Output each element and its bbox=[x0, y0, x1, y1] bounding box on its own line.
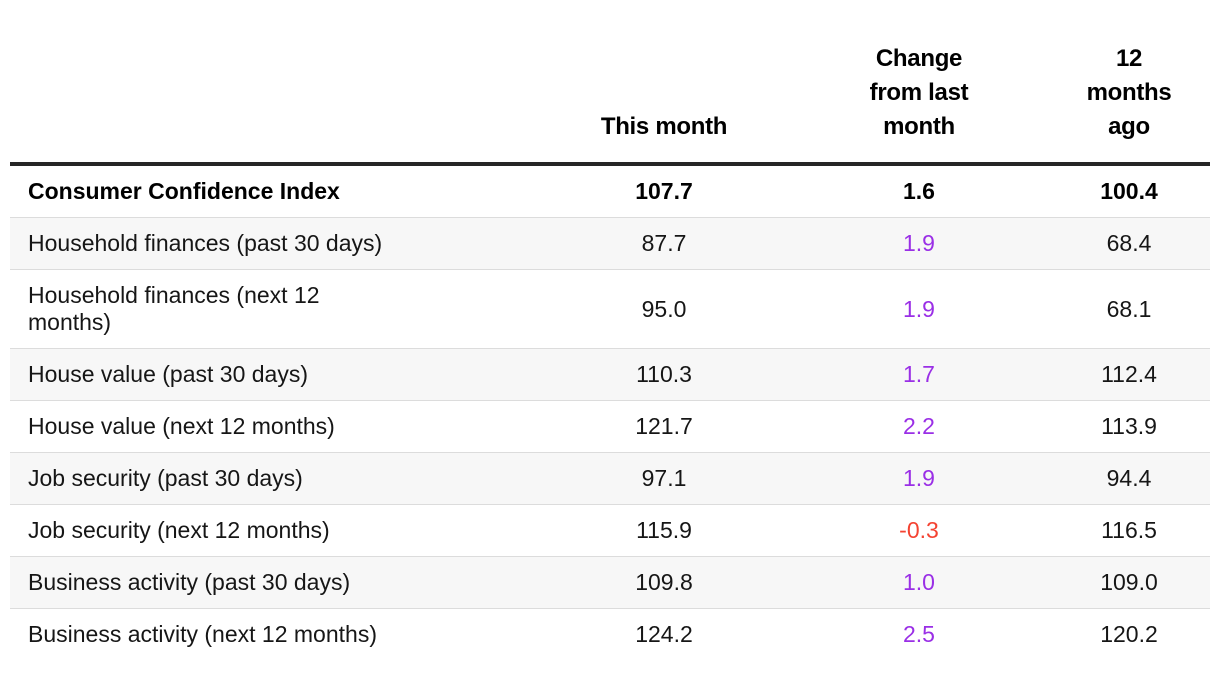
value-change: 2.5 bbox=[790, 608, 1048, 660]
value-this-month: 124.2 bbox=[538, 608, 790, 660]
value-this-month: 121.7 bbox=[538, 400, 790, 453]
value-change: 1.6 bbox=[903, 178, 935, 204]
value-12-months-ago: 112.4 bbox=[1048, 348, 1210, 401]
value-12-months-ago: 120.2 bbox=[1048, 608, 1210, 660]
consumer-confidence-table: This month Change from last month 12 mon… bbox=[10, 0, 1210, 660]
table-row-business-activity-next: Business activity (next 12 months) 124.2… bbox=[10, 608, 1210, 660]
value-change: 1.9 bbox=[790, 269, 1048, 349]
value-change: 1.9 bbox=[790, 217, 1048, 270]
table-row-household-finances-past: Household finances (past 30 days) 87.7 1… bbox=[10, 217, 1210, 270]
value-change: 2.2 bbox=[790, 400, 1048, 453]
value-change: -0.3 bbox=[790, 504, 1048, 557]
value-this-month: 109.8 bbox=[538, 556, 790, 609]
table-row-job-security-next: Job security (next 12 months) 115.9 -0.3… bbox=[10, 504, 1210, 557]
value-12-months-ago: 94.4 bbox=[1048, 452, 1210, 505]
col-header-12-months-ago: 12 months ago bbox=[1048, 0, 1210, 166]
row-label: House value (past 30 days) bbox=[10, 348, 538, 401]
table-row-job-security-past: Job security (past 30 days) 97.1 1.9 94.… bbox=[10, 452, 1210, 505]
row-label: Job security (next 12 months) bbox=[10, 504, 538, 557]
value-change: 1.9 bbox=[790, 452, 1048, 505]
value-12-months-ago: 113.9 bbox=[1048, 400, 1210, 453]
row-label: Household finances (past 30 days) bbox=[10, 217, 538, 270]
value-12-months-ago: 68.1 bbox=[1048, 269, 1210, 349]
value-change: 1.0 bbox=[790, 556, 1048, 609]
value-12-months-ago: 68.4 bbox=[1048, 217, 1210, 270]
row-label: Business activity (next 12 months) bbox=[10, 608, 538, 660]
table-body: Consumer Confidence Index 107.7 1.6 100.… bbox=[10, 164, 1210, 660]
consumer-confidence-table-wrap: This month Change from last month 12 mon… bbox=[10, 0, 1210, 660]
value-this-month: 97.1 bbox=[538, 452, 790, 505]
row-label: Job security (past 30 days) bbox=[10, 452, 538, 505]
table-row-business-activity-past: Business activity (past 30 days) 109.8 1… bbox=[10, 556, 1210, 609]
table-row-house-value-next: House value (next 12 months) 121.7 2.2 1… bbox=[10, 400, 1210, 453]
value-change: 1.7 bbox=[790, 348, 1048, 401]
value-12-months-ago: 116.5 bbox=[1048, 504, 1210, 557]
col-header-empty bbox=[10, 0, 538, 166]
value-this-month: 87.7 bbox=[538, 217, 790, 270]
value-this-month: 95.0 bbox=[538, 269, 790, 349]
table-row-consumer-confidence-index: Consumer Confidence Index 107.7 1.6 100.… bbox=[10, 164, 1210, 218]
col-header-change-from-last-month: Change from last month bbox=[790, 0, 1048, 166]
row-label: Household finances (next 12 months) bbox=[10, 269, 538, 349]
row-label: Business activity (past 30 days) bbox=[10, 556, 538, 609]
value-12-months-ago: 109.0 bbox=[1048, 556, 1210, 609]
row-label: Consumer Confidence Index bbox=[28, 178, 340, 204]
col-header-this-month: This month bbox=[538, 0, 790, 166]
value-this-month: 107.7 bbox=[635, 178, 693, 204]
value-this-month: 110.3 bbox=[538, 348, 790, 401]
table-row-house-value-past: House value (past 30 days) 110.3 1.7 112… bbox=[10, 348, 1210, 401]
table-row-household-finances-next: Household finances (next 12 months) 95.0… bbox=[10, 269, 1210, 349]
value-12-months-ago: 100.4 bbox=[1100, 178, 1158, 204]
table-header: This month Change from last month 12 mon… bbox=[10, 0, 1210, 166]
header-row: This month Change from last month 12 mon… bbox=[10, 0, 1210, 166]
value-this-month: 115.9 bbox=[538, 504, 790, 557]
row-label: House value (next 12 months) bbox=[10, 400, 538, 453]
